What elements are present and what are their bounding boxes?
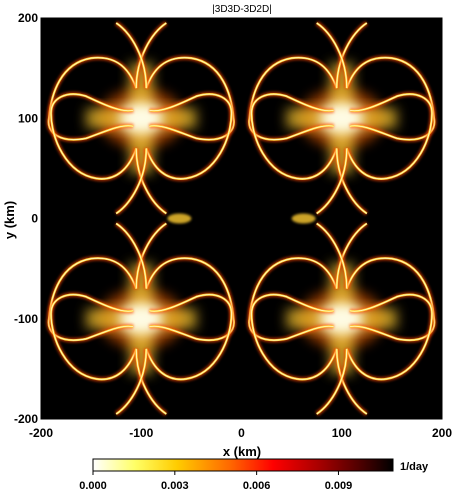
loop-highlight <box>145 93 232 180</box>
loop-highlight <box>145 294 232 380</box>
loop-highlight <box>316 148 348 214</box>
colorbar-tick-label: 0.009 <box>325 480 353 492</box>
x-tick-label: -200 <box>29 426 53 440</box>
colorbar-tick-label: 0.006 <box>243 480 271 492</box>
y-tick-label: 0 <box>31 212 38 226</box>
y-tick-label: 100 <box>18 111 38 125</box>
colorbar-unit: 1/day <box>400 461 429 473</box>
plot-area <box>40 17 443 420</box>
x-tick-label: 100 <box>332 426 352 440</box>
chart-title: |3D3D-3D2D| <box>212 4 272 15</box>
core-center <box>119 302 164 335</box>
heatmap-tile <box>246 221 437 417</box>
loop-highlight <box>336 223 368 289</box>
loop-highlight <box>135 348 167 415</box>
y-axis-label: y (km) <box>2 201 17 239</box>
loop-highlight <box>50 93 137 180</box>
loop-highlight <box>251 294 338 380</box>
colorbar-tick-label: 0.003 <box>161 480 189 492</box>
loop-highlight <box>135 223 167 289</box>
loop-highlight <box>316 223 348 289</box>
junction-mark <box>167 213 192 224</box>
loop-highlight <box>316 22 348 89</box>
loop-highlight <box>115 348 147 415</box>
loop-highlight <box>135 22 167 89</box>
loop-highlight <box>50 294 137 380</box>
core-center <box>319 102 364 135</box>
y-tick-label: -200 <box>14 412 38 426</box>
y-tick-label: 200 <box>18 11 38 25</box>
heatmap-tile <box>46 20 237 216</box>
x-tick-label: -100 <box>129 426 153 440</box>
core-center <box>119 102 164 135</box>
y-axis-ticks: 200 100 0 -100 -200 <box>14 11 38 426</box>
loop-highlight <box>346 294 433 380</box>
colorbar-ticks: 0.000 0.003 0.006 0.009 <box>79 471 352 492</box>
x-tick-label: 0 <box>238 426 245 440</box>
colorbar-tick-label: 0.000 <box>79 480 107 492</box>
loop-highlight <box>336 22 368 89</box>
x-axis-ticks: -200 -100 0 100 200 <box>29 426 452 440</box>
core-center <box>319 302 364 335</box>
loop-highlight <box>115 223 147 289</box>
loop-highlight <box>336 348 368 415</box>
loop-highlight <box>115 148 147 214</box>
loop-highlight <box>316 348 348 415</box>
colorbar <box>92 458 394 472</box>
loop-highlight <box>336 148 368 214</box>
heatmap-tile <box>246 20 437 216</box>
loop-highlight <box>135 148 167 214</box>
y-tick-label: -100 <box>14 312 38 326</box>
loop-highlight <box>251 93 338 180</box>
heatmap-field <box>46 20 437 417</box>
loop-highlight <box>346 93 433 180</box>
heatmap-tile <box>46 221 237 417</box>
loop-highlight <box>115 22 147 89</box>
x-axis-label: x (km) <box>223 444 261 459</box>
x-tick-label: 200 <box>432 426 452 440</box>
junction-mark <box>291 213 316 224</box>
